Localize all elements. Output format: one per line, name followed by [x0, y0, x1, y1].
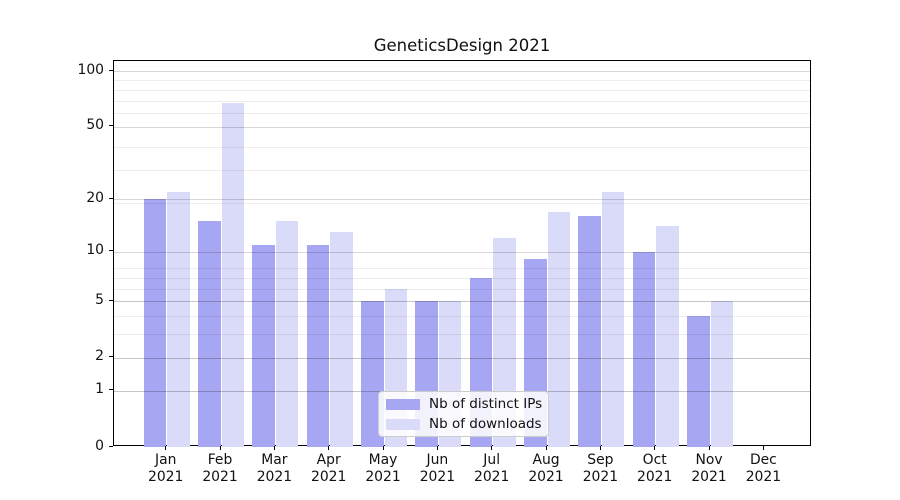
x-tick-mark: [762, 446, 764, 450]
x-tick-label: Apr 2021: [311, 452, 347, 485]
minor-gridline: [114, 315, 810, 317]
major-gridline: [114, 126, 810, 128]
bar-distinct-ips-nov: [687, 315, 710, 447]
minor-gridline: [114, 202, 810, 204]
major-gridline: [114, 251, 810, 253]
x-tick-mark: [273, 446, 275, 450]
legend-item-downloads: Nb of downloads: [386, 416, 548, 433]
y-tick-label: 10: [86, 242, 104, 259]
y-tick-label: 20: [86, 189, 104, 206]
bar-downloads-feb: [221, 103, 244, 447]
y-tick-mark: [109, 125, 113, 127]
minor-gridline: [114, 288, 810, 290]
bar-distinct-ips-may: [361, 301, 384, 447]
bar-distinct-ips-feb: [198, 221, 221, 447]
x-tick-mark: [708, 446, 710, 450]
x-tick-label: Jun 2021: [419, 452, 456, 485]
y-tick-label: 1: [95, 381, 104, 397]
bar-downloads-nov: [710, 301, 733, 447]
chart-title: GeneticsDesign 2021: [373, 36, 551, 55]
bar-downloads-aug: [547, 211, 570, 447]
y-tick-mark: [109, 197, 113, 199]
minor-gridline: [114, 357, 810, 359]
y-tick-label: 0: [95, 437, 104, 454]
major-gridline: [114, 301, 810, 302]
bar-downloads-sep: [601, 191, 625, 447]
x-tick-label: Feb 2021: [202, 452, 238, 485]
x-tick-label: Oct 2021: [637, 452, 673, 485]
y-tick-mark: [109, 356, 113, 357]
x-tick-mark: [328, 446, 330, 450]
minor-gridline: [114, 334, 810, 336]
legend-swatch-downloads: [386, 418, 420, 430]
x-tick-label: Jul 2021: [474, 452, 510, 485]
x-tick-label: Nov 2021: [691, 452, 727, 485]
x-tick-mark: [165, 446, 167, 450]
bar-downloads-oct: [656, 226, 679, 447]
major-gridline: [114, 199, 810, 200]
x-tick-label: Jan 2021: [148, 452, 184, 485]
minor-gridline: [114, 113, 810, 115]
bar-distinct-ips-apr: [306, 244, 330, 447]
x-tick-label: May 2021: [365, 452, 401, 485]
major-gridline: [114, 357, 810, 359]
y-tick-label: 100: [77, 61, 104, 78]
y-tick-mark: [109, 445, 113, 447]
plot-area: [113, 60, 811, 447]
y-tick-label: 2: [95, 348, 104, 364]
bar-distinct-ips-jan: [143, 199, 167, 447]
x-tick-mark: [436, 446, 438, 450]
x-tick-label: Dec 2021: [745, 452, 782, 485]
legend-item-distinct-ips: Nb of distinct IPs: [386, 396, 548, 413]
y-tick-mark: [109, 299, 113, 301]
minor-gridline: [114, 100, 810, 102]
y-tick-label: 5: [95, 291, 104, 308]
minor-gridline: [114, 90, 810, 91]
x-tick-mark: [219, 446, 221, 450]
minor-gridline: [114, 80, 810, 82]
y-tick-label: 50: [86, 117, 104, 134]
x-tick-mark: [654, 446, 656, 450]
x-tick-mark: [491, 446, 493, 450]
minor-gridline: [114, 268, 810, 269]
minor-gridline: [114, 277, 810, 279]
grid-layer: [114, 61, 810, 445]
bar-distinct-ips-sep: [578, 216, 601, 447]
minor-gridline: [114, 146, 810, 148]
bar-downloads-jan: [167, 191, 190, 447]
bar-downloads-apr: [330, 232, 353, 447]
x-tick-label: Sep 2021: [582, 452, 619, 485]
y-tick-mark: [109, 69, 113, 71]
major-gridline: [114, 71, 810, 72]
y-tick-mark: [109, 389, 113, 390]
legend-label-distinct-ips: Nb of distinct IPs: [429, 395, 543, 412]
bar-downloads-mar: [275, 221, 299, 447]
minor-gridline: [114, 169, 810, 171]
bar-distinct-ips-oct: [632, 251, 656, 447]
minor-gridline: [114, 301, 810, 302]
x-tick-mark: [545, 446, 547, 450]
legend-swatch-distinct-ips: [386, 398, 420, 410]
bar-distinct-ips-mar: [252, 244, 275, 447]
x-tick-label: Mar 2021: [256, 452, 293, 485]
y-tick-mark: [109, 250, 113, 252]
legend-label-downloads: Nb of downloads: [429, 415, 542, 432]
legend: Nb of distinct IPs Nb of downloads: [378, 391, 549, 437]
x-tick-mark: [599, 446, 601, 450]
x-tick-label: Aug 2021: [528, 452, 564, 485]
x-tick-mark: [382, 446, 384, 450]
